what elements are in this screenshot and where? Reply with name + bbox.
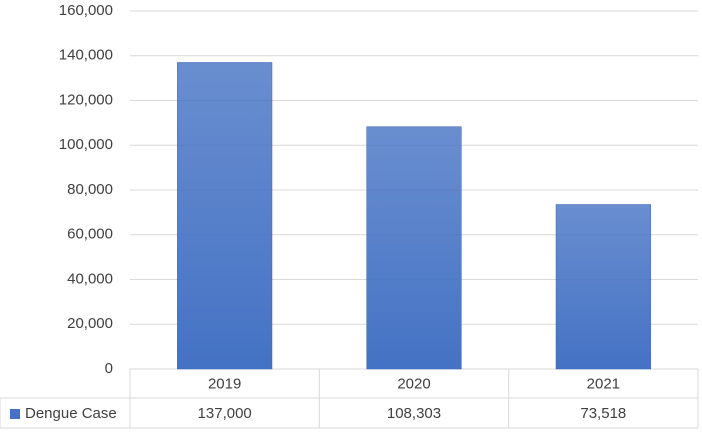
x-tick-label: 2021 <box>587 375 620 392</box>
y-tick-label: 20,000 <box>67 315 113 332</box>
y-tick-label: 0 <box>105 360 113 377</box>
y-tick-label: 60,000 <box>67 226 113 243</box>
legend-label: Dengue Case <box>25 405 117 422</box>
bar <box>177 62 273 370</box>
table-value: 73,518 <box>580 405 626 422</box>
y-tick-label: 160,000 <box>59 2 113 19</box>
x-tick-label: 2020 <box>397 375 430 392</box>
y-tick-label: 100,000 <box>59 136 113 153</box>
y-tick-label: 40,000 <box>67 270 113 287</box>
x-tick-label: 2019 <box>208 375 241 392</box>
legend-key <box>10 409 20 419</box>
bar <box>555 204 651 370</box>
y-tick-label: 80,000 <box>67 181 113 198</box>
y-tick-label: 140,000 <box>59 47 113 64</box>
bar <box>366 126 462 370</box>
table-value: 137,000 <box>198 405 252 422</box>
y-tick-label: 120,000 <box>59 91 113 108</box>
table-value: 108,303 <box>387 405 441 422</box>
